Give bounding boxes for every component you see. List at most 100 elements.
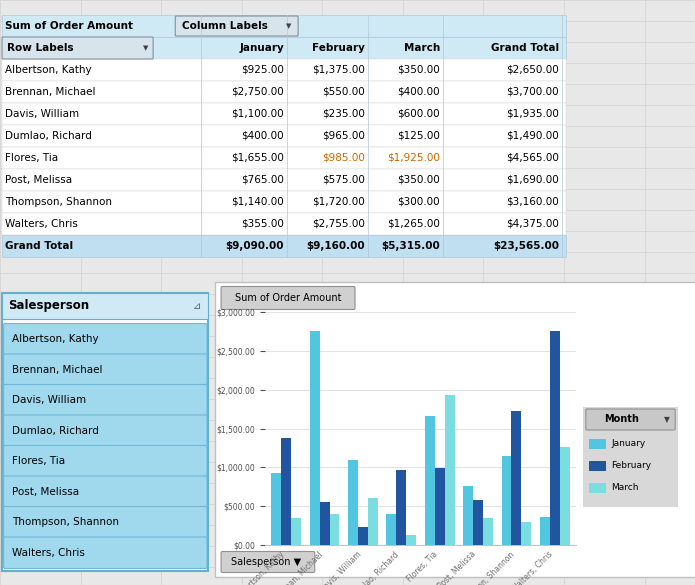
- Text: ▼: ▼: [664, 415, 669, 424]
- Text: $2,750.00: $2,750.00: [231, 87, 284, 97]
- Text: Salesperson ▼: Salesperson ▼: [231, 557, 301, 567]
- Bar: [215, 282, 695, 577]
- FancyBboxPatch shape: [3, 415, 207, 446]
- Text: $600.00: $600.00: [398, 109, 440, 119]
- Text: ▼: ▼: [143, 45, 149, 51]
- FancyBboxPatch shape: [3, 354, 207, 386]
- Text: Albertson, Kathy: Albertson, Kathy: [12, 334, 99, 344]
- Text: $1,655.00: $1,655.00: [231, 153, 284, 163]
- Text: $1,690.00: $1,690.00: [506, 175, 559, 185]
- Text: $400.00: $400.00: [241, 131, 284, 141]
- Text: $9,090.00: $9,090.00: [226, 241, 284, 251]
- Bar: [2, 125, 566, 147]
- Bar: [407, 535, 416, 545]
- Text: $1,720.00: $1,720.00: [312, 197, 365, 207]
- Bar: [2, 59, 566, 81]
- Bar: [2, 293, 208, 571]
- FancyBboxPatch shape: [221, 287, 355, 309]
- FancyBboxPatch shape: [221, 552, 315, 573]
- FancyBboxPatch shape: [581, 405, 680, 509]
- Bar: [483, 518, 493, 545]
- FancyBboxPatch shape: [3, 384, 207, 416]
- Bar: [2, 235, 566, 257]
- Bar: [320, 503, 329, 545]
- Text: $300.00: $300.00: [398, 197, 440, 207]
- Text: Walters, Chris: Walters, Chris: [12, 548, 85, 558]
- Bar: [368, 498, 378, 545]
- FancyBboxPatch shape: [3, 446, 207, 477]
- Bar: [2, 37, 566, 59]
- Bar: [309, 332, 320, 545]
- Text: January: January: [612, 439, 646, 449]
- Bar: [434, 469, 445, 545]
- Text: $125.00: $125.00: [398, 131, 440, 141]
- Text: $1,265.00: $1,265.00: [387, 219, 440, 229]
- Text: Brennan, Michael: Brennan, Michael: [12, 365, 103, 375]
- Bar: [473, 500, 483, 545]
- Text: Month: Month: [604, 415, 639, 425]
- Text: Row Labels: Row Labels: [7, 43, 74, 53]
- FancyBboxPatch shape: [175, 16, 298, 36]
- Bar: [2, 147, 566, 169]
- FancyBboxPatch shape: [3, 507, 207, 538]
- Bar: [396, 470, 407, 545]
- Text: Davis, William: Davis, William: [5, 109, 79, 119]
- Text: Salesperson: Salesperson: [8, 300, 89, 312]
- Bar: [521, 522, 532, 545]
- Text: $1,490.00: $1,490.00: [506, 131, 559, 141]
- Text: $4,565.00: $4,565.00: [506, 153, 559, 163]
- Text: Grand Total: Grand Total: [5, 241, 73, 251]
- Bar: [2, 169, 566, 191]
- Text: $550.00: $550.00: [322, 87, 365, 97]
- Bar: [540, 517, 550, 545]
- Text: Column Labels: Column Labels: [182, 21, 268, 31]
- Bar: [2, 15, 566, 37]
- Text: $965.00: $965.00: [322, 131, 365, 141]
- FancyBboxPatch shape: [3, 537, 207, 569]
- Text: $1,375.00: $1,375.00: [312, 65, 365, 75]
- Text: $2,755.00: $2,755.00: [312, 219, 365, 229]
- Text: $575.00: $575.00: [322, 175, 365, 185]
- Text: Davis, William: Davis, William: [12, 395, 86, 405]
- Bar: [2, 191, 566, 213]
- Text: $1,100.00: $1,100.00: [231, 109, 284, 119]
- Bar: [560, 447, 570, 545]
- Text: $3,160.00: $3,160.00: [506, 197, 559, 207]
- Text: February: February: [312, 43, 365, 53]
- Text: Thompson, Shannon: Thompson, Shannon: [5, 197, 112, 207]
- Bar: [589, 439, 606, 449]
- Bar: [550, 331, 560, 545]
- FancyBboxPatch shape: [586, 409, 675, 430]
- Bar: [271, 473, 281, 545]
- Bar: [281, 438, 291, 545]
- Text: $23,565.00: $23,565.00: [493, 241, 559, 251]
- Text: Post, Melissa: Post, Melissa: [5, 175, 72, 185]
- Bar: [386, 514, 396, 545]
- Text: Dumlao, Richard: Dumlao, Richard: [5, 131, 92, 141]
- Text: $4,375.00: $4,375.00: [506, 219, 559, 229]
- Text: $985.00: $985.00: [322, 153, 365, 163]
- Text: Flores, Tia: Flores, Tia: [12, 456, 65, 466]
- Text: $1,935.00: $1,935.00: [506, 109, 559, 119]
- Bar: [589, 461, 606, 471]
- Text: $350.00: $350.00: [398, 65, 440, 75]
- Text: $765.00: $765.00: [241, 175, 284, 185]
- Bar: [463, 486, 473, 545]
- FancyBboxPatch shape: [2, 37, 153, 59]
- Text: Sum of Order Amount: Sum of Order Amount: [5, 21, 133, 31]
- Text: Post, Melissa: Post, Melissa: [12, 487, 79, 497]
- Bar: [425, 417, 434, 545]
- Text: January: January: [239, 43, 284, 53]
- Bar: [2, 213, 566, 235]
- Bar: [291, 518, 301, 545]
- Bar: [358, 526, 368, 545]
- Bar: [445, 395, 455, 545]
- Text: Albertson, Kathy: Albertson, Kathy: [5, 65, 92, 75]
- Bar: [502, 456, 512, 545]
- Text: Walters, Chris: Walters, Chris: [5, 219, 78, 229]
- Text: March: March: [612, 483, 639, 493]
- Bar: [329, 514, 339, 545]
- Text: $3,700.00: $3,700.00: [507, 87, 559, 97]
- Bar: [512, 411, 521, 545]
- Bar: [2, 103, 566, 125]
